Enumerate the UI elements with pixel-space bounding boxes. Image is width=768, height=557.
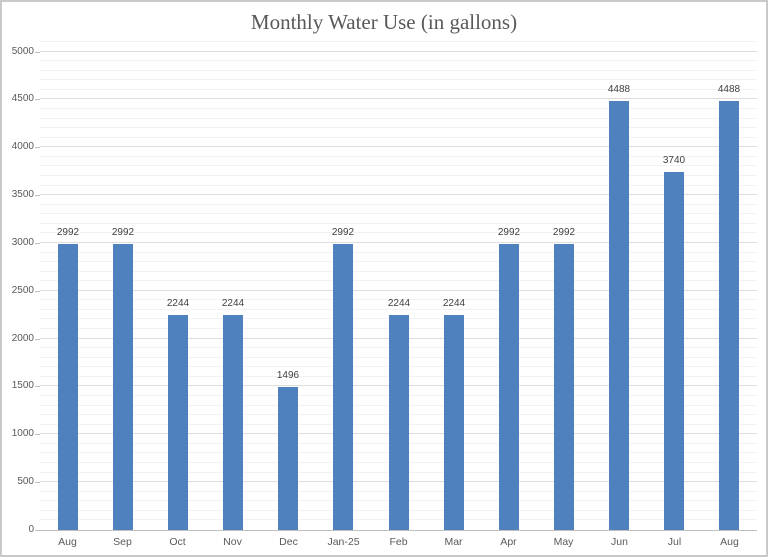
chart-title: Monthly Water Use (in gallons)	[250, 10, 518, 34]
bar-sep	[113, 244, 133, 530]
bar-apr	[499, 244, 519, 530]
gridline-minor	[40, 204, 757, 205]
x-axis-category-label: Sep	[113, 536, 132, 548]
y-axis-tick-mark	[35, 386, 40, 387]
gridline-minor	[40, 213, 757, 214]
y-axis-tick-label: 0	[28, 524, 34, 535]
y-axis-tick-mark	[35, 434, 40, 435]
bar-data-label: 2244	[221, 298, 245, 309]
x-axis-category-label: Nov	[223, 536, 242, 548]
bar-data-label: 2244	[442, 298, 466, 309]
y-axis-tick-mark	[35, 482, 40, 483]
bar-data-label: 4488	[717, 84, 741, 95]
gridline-minor	[40, 261, 757, 262]
bar-data-label: 4488	[607, 84, 631, 95]
bar-jul	[664, 172, 684, 530]
y-axis-tick-label: 3500	[11, 189, 34, 200]
gridline-minor	[40, 252, 757, 253]
x-axis-category-label: May	[553, 536, 574, 548]
y-axis-tick-mark	[35, 195, 40, 196]
gridline-major	[40, 98, 757, 99]
y-axis-tick-label: 2000	[11, 333, 34, 344]
gridline-major	[40, 146, 757, 147]
gridline-major	[40, 242, 757, 243]
gridline-minor	[40, 41, 757, 42]
bar-data-label: 1496	[276, 370, 300, 381]
y-axis-tick-mark	[35, 52, 40, 53]
x-axis-category-label: Apr	[500, 536, 517, 548]
bar-jan-25	[333, 244, 353, 530]
bar-data-label: 2992	[111, 227, 135, 238]
bar-data-label: 2244	[166, 298, 190, 309]
y-axis-tick-label: 5000	[11, 46, 34, 57]
gridline-minor	[40, 223, 757, 224]
x-axis-category-label: Aug	[58, 536, 77, 548]
bar-data-label: 2992	[331, 227, 355, 238]
x-axis-category-label: Aug	[720, 536, 739, 548]
bar-jun	[609, 101, 629, 530]
gridline-minor	[40, 185, 757, 186]
plot-area: 2992 2992 2244 2244 1496 2992 2244 2244 2992 2992…	[40, 41, 757, 531]
gridline-minor	[40, 70, 757, 71]
bar-aug	[58, 244, 78, 530]
y-axis-tick-mark	[35, 99, 40, 100]
gridline-minor	[40, 79, 757, 80]
gridline-minor	[40, 118, 757, 119]
bar-may	[554, 244, 574, 530]
y-axis-tick-label: 4500	[11, 93, 34, 104]
gridline-minor	[40, 175, 757, 176]
x-axis-category-label: Feb	[389, 536, 408, 548]
y-axis-tick-label: 500	[17, 476, 34, 487]
gridline-major	[40, 51, 757, 52]
bar-data-label: 3740	[662, 155, 686, 166]
bar-data-label: 2992	[552, 227, 576, 238]
y-axis-tick-mark	[35, 339, 40, 340]
y-axis-tick-mark	[35, 530, 40, 531]
gridline-minor	[40, 280, 757, 281]
gridline-minor	[40, 127, 757, 128]
bar-data-label: 2244	[387, 298, 411, 309]
gridline-major	[40, 194, 757, 195]
bar-feb	[389, 315, 409, 530]
gridline-minor	[40, 299, 757, 300]
gridline-minor	[40, 60, 757, 61]
y-axis-tick-mark	[35, 243, 40, 244]
bar-data-label: 2992	[497, 227, 521, 238]
x-axis-category-label: Mar	[444, 536, 463, 548]
gridline-minor	[40, 156, 757, 157]
gridline-minor	[40, 309, 757, 310]
x-axis-category-label: Jan-25	[327, 536, 360, 548]
y-axis-tick-label: 1500	[11, 380, 34, 391]
y-axis-tick-label: 2500	[11, 285, 34, 296]
gridline-minor	[40, 271, 757, 272]
x-axis-category-label: Jun	[611, 536, 628, 548]
y-axis-tick-label: 4000	[11, 141, 34, 152]
bar-aug	[719, 101, 739, 530]
x-axis-category-label: Oct	[169, 536, 186, 548]
bar-mar	[444, 315, 464, 530]
y-axis-tick-label: 1000	[11, 428, 34, 439]
bar-nov	[223, 315, 243, 530]
bar-dec	[278, 387, 298, 530]
bar-data-label: 2992	[56, 227, 80, 238]
y-axis-tick-mark	[35, 291, 40, 292]
gridline-minor	[40, 89, 757, 90]
y-axis-tick-label: 3000	[11, 237, 34, 248]
bar-oct	[168, 315, 188, 530]
gridline-major	[40, 290, 757, 291]
x-axis-category-label: Dec	[279, 536, 298, 548]
y-axis-tick-mark	[35, 147, 40, 148]
gridline-minor	[40, 165, 757, 166]
gridline-minor	[40, 108, 757, 109]
gridline-minor	[40, 232, 757, 233]
gridline-minor	[40, 137, 757, 138]
x-axis-category-label: Jul	[667, 536, 682, 548]
